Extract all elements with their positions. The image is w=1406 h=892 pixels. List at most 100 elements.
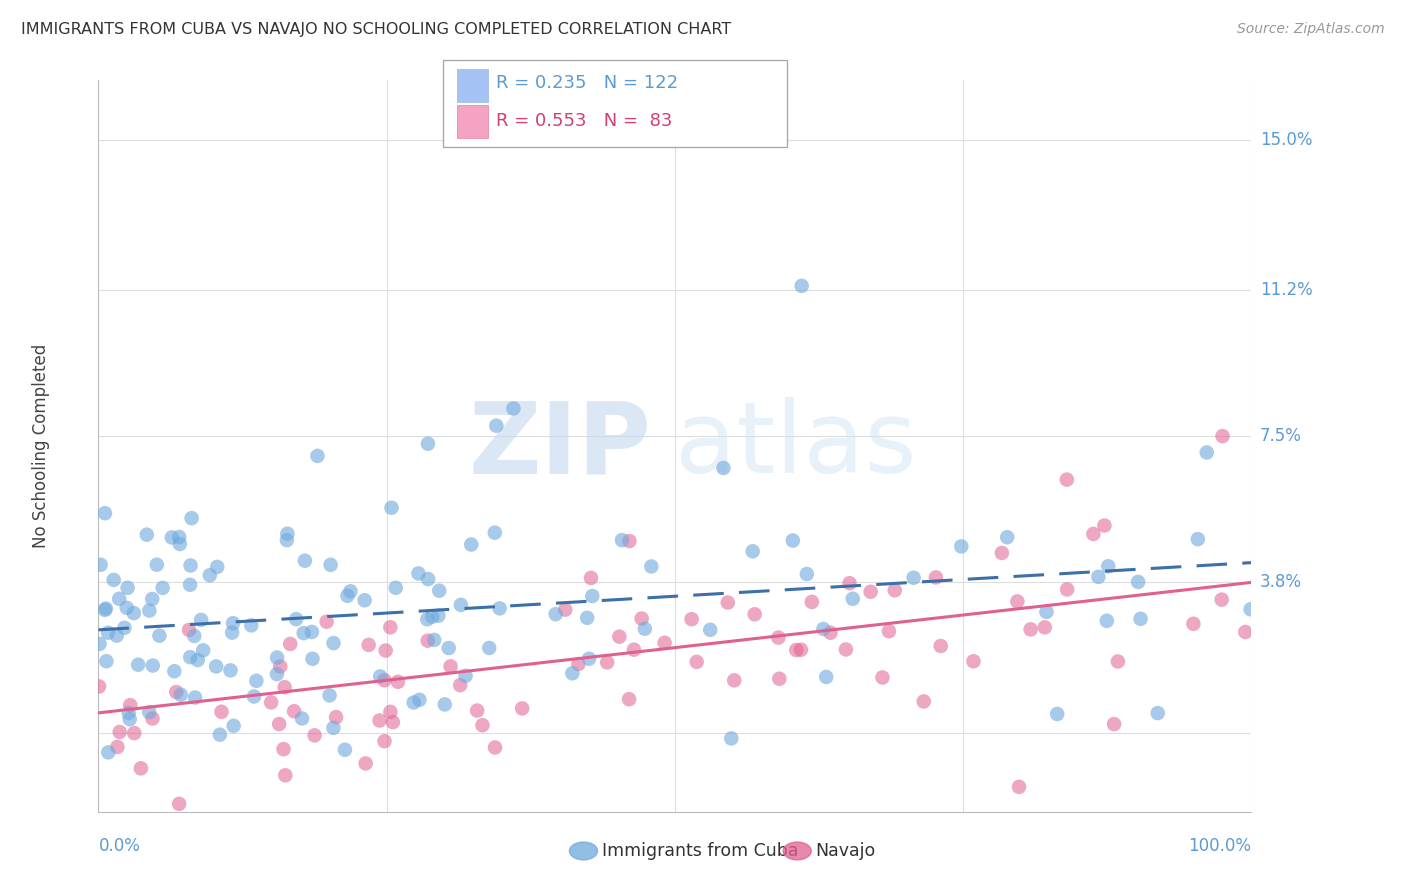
Point — [423, 632, 446, 647]
Point — [581, 589, 603, 603]
Point — [221, 625, 243, 640]
Point — [699, 623, 721, 637]
Point — [1129, 612, 1152, 626]
Point — [437, 640, 460, 655]
Point — [741, 544, 763, 558]
Point — [129, 761, 152, 775]
Point — [790, 642, 813, 657]
Point — [450, 598, 472, 612]
Text: R = 0.235   N = 122: R = 0.235 N = 122 — [496, 74, 679, 93]
Point — [353, 593, 375, 607]
Point — [713, 461, 735, 475]
Point — [87, 680, 110, 694]
Point — [995, 530, 1018, 544]
Point — [183, 629, 205, 643]
Point — [720, 731, 742, 746]
Point — [301, 624, 323, 639]
Point — [190, 613, 212, 627]
Point — [485, 418, 508, 433]
Point — [610, 533, 633, 548]
Point — [576, 611, 599, 625]
Point — [240, 618, 263, 632]
Point — [118, 712, 141, 726]
Point — [1046, 706, 1069, 721]
Point — [146, 558, 169, 572]
Text: Navajo: Navajo — [815, 842, 876, 860]
Point — [1033, 620, 1056, 634]
Point — [813, 622, 835, 636]
Point — [187, 653, 209, 667]
Text: 7.5%: 7.5% — [1260, 427, 1302, 445]
Point — [108, 725, 131, 739]
Point — [1195, 445, 1218, 459]
Point — [1019, 623, 1042, 637]
Point — [94, 506, 117, 520]
Point — [681, 612, 703, 626]
Point — [373, 673, 395, 688]
Point — [782, 533, 804, 548]
Point — [294, 554, 316, 568]
Point — [380, 620, 402, 634]
Point — [177, 623, 200, 637]
Point — [883, 583, 905, 598]
Point — [180, 558, 202, 573]
Point — [384, 581, 406, 595]
Point — [357, 638, 380, 652]
Point — [205, 560, 228, 574]
Point — [912, 694, 935, 708]
Point — [387, 674, 409, 689]
Point — [596, 656, 619, 670]
Point — [838, 576, 860, 591]
Point — [835, 642, 858, 657]
Text: 3.8%: 3.8% — [1260, 574, 1302, 591]
Point — [122, 726, 145, 740]
Point — [179, 650, 201, 665]
Point — [108, 591, 131, 606]
Point — [97, 625, 120, 640]
Point — [877, 624, 900, 639]
Point — [744, 607, 766, 622]
Point — [617, 692, 640, 706]
Point — [89, 637, 111, 651]
Point — [1097, 559, 1119, 574]
Point — [925, 570, 948, 584]
Point — [1083, 527, 1105, 541]
Point — [219, 664, 242, 678]
Point — [510, 701, 533, 715]
Point — [785, 643, 807, 657]
Point — [260, 695, 283, 709]
Point — [368, 714, 391, 728]
Point — [872, 670, 894, 684]
Point — [141, 711, 163, 725]
Point — [484, 525, 506, 540]
Point — [950, 540, 973, 554]
Point — [118, 706, 141, 720]
Point — [301, 652, 323, 666]
Point — [1008, 780, 1031, 794]
Point — [471, 718, 494, 732]
Point — [820, 625, 842, 640]
Point — [152, 581, 174, 595]
Point — [1212, 429, 1234, 443]
Point — [373, 734, 395, 748]
Point — [374, 643, 396, 657]
Point — [160, 531, 183, 545]
Point — [859, 584, 882, 599]
Point — [138, 705, 160, 719]
Point — [291, 711, 314, 725]
Point — [354, 756, 377, 771]
Point — [427, 583, 450, 598]
Point — [1107, 655, 1129, 669]
Point — [561, 666, 583, 681]
Point — [796, 567, 818, 582]
Point — [815, 670, 838, 684]
Text: 11.2%: 11.2% — [1260, 281, 1312, 299]
Point — [449, 678, 471, 692]
Point — [768, 631, 790, 645]
Point — [127, 657, 149, 672]
Point — [165, 685, 187, 699]
Point — [1187, 532, 1209, 546]
Point — [578, 651, 600, 665]
Point — [269, 717, 291, 731]
Point — [269, 659, 291, 673]
